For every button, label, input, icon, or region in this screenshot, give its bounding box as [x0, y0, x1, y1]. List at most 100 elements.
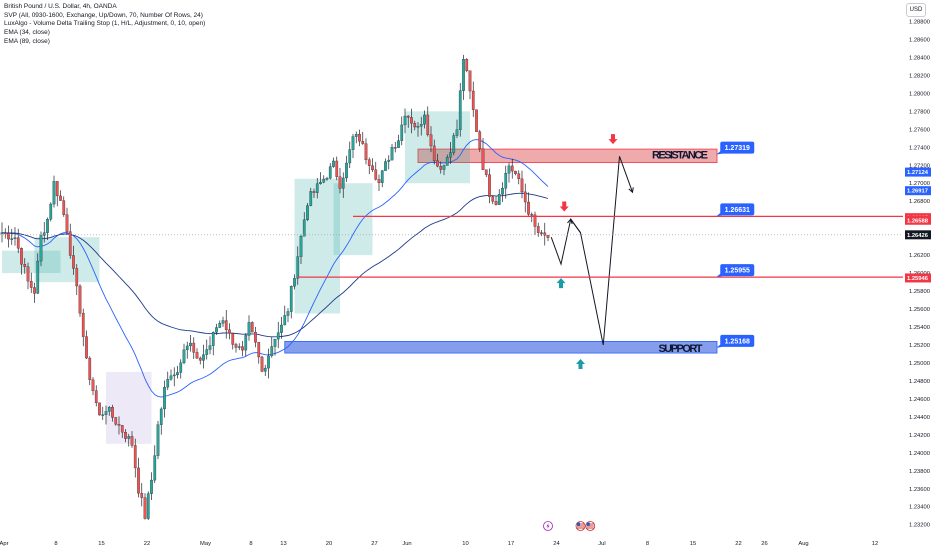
candle-body — [192, 342, 196, 353]
candle-body — [354, 134, 358, 137]
legend-indicator-ema89: EMA (89, close) — [4, 37, 50, 45]
candle-body — [78, 285, 82, 314]
x-tick-label: 12 — [872, 541, 878, 547]
x-tick-label: 22 — [144, 541, 150, 547]
candle-body — [345, 162, 348, 179]
candle-body — [328, 166, 332, 179]
y-tick-label: 1.24600 — [909, 397, 930, 403]
y-tick-label: 1.27600 — [909, 127, 930, 133]
x-tick-label: Apr — [0, 541, 9, 547]
level-label-2: 1.25955 — [725, 268, 750, 275]
candle-body — [280, 324, 283, 333]
candle-body — [517, 173, 521, 180]
axis-price-tag-3: 1.26588 — [907, 218, 929, 224]
candle-body — [150, 479, 153, 494]
x-tick-label: 8 — [249, 541, 252, 547]
candle-body — [130, 436, 134, 446]
candle-body — [16, 237, 20, 249]
candle-body — [65, 214, 69, 232]
y-tick-label: 1.27200 — [909, 163, 930, 169]
candle-body — [351, 136, 355, 150]
candle-body — [377, 179, 381, 183]
candle-body — [211, 332, 215, 346]
signal-arrow-up-3 — [576, 358, 585, 369]
x-tick-label: 27 — [371, 541, 377, 547]
axis-price-tag-1: 1.26917 — [907, 189, 928, 195]
legend-title: British Pound / U.S. Dollar, 4h, OANDA — [4, 3, 117, 10]
candle-body — [426, 114, 430, 135]
candle-body — [393, 147, 397, 149]
candle-body — [159, 408, 163, 425]
candle-body — [42, 232, 46, 236]
candle-body — [293, 278, 296, 287]
x-tick-label: Aug — [798, 541, 808, 547]
candle-body — [468, 70, 472, 92]
y-tick-label: 1.23200 — [909, 523, 930, 529]
candle-body — [163, 386, 166, 410]
candle-body — [315, 183, 319, 193]
axis-price-tag-0: 1.27124 — [907, 170, 929, 176]
candle-body — [276, 332, 280, 340]
candle-body — [68, 231, 72, 256]
y-tick-label: 1.25200 — [909, 343, 930, 349]
x-tick-label: 15 — [690, 541, 696, 547]
candle-body — [429, 134, 433, 147]
candle-body — [133, 445, 137, 469]
candle-body — [397, 140, 400, 148]
candle-body — [507, 165, 511, 174]
candle-body — [39, 235, 43, 262]
candle-body — [273, 338, 277, 347]
volume-delta-box-0 — [2, 250, 61, 274]
candle-body — [283, 315, 287, 326]
candle-body — [202, 354, 205, 361]
x-tick-label: 20 — [326, 541, 332, 547]
candle-body — [491, 196, 495, 202]
candle-body — [410, 117, 413, 124]
candle-body — [3, 232, 7, 234]
x-tick-label: 8 — [646, 541, 649, 547]
x-tick-label: 13 — [280, 541, 286, 547]
candle-body — [319, 182, 322, 184]
candle-body — [442, 165, 446, 170]
candle-body — [436, 160, 439, 167]
candle-body — [120, 425, 124, 433]
candle-body — [111, 406, 114, 418]
candle-body — [114, 417, 118, 425]
candle-body — [7, 232, 10, 240]
x-tick-label: 17 — [508, 541, 514, 547]
candle-body — [231, 333, 235, 345]
candle-body — [224, 320, 228, 331]
x-tick-label: 26 — [761, 541, 767, 547]
legend-indicator-luxalgo: LuxAlgo - Volume Delta Trailing Stop (1,… — [4, 20, 206, 28]
candle-body — [244, 335, 248, 351]
signal-arrow-down-2 — [608, 134, 618, 145]
candle-body — [172, 374, 176, 377]
candle-body — [137, 467, 140, 494]
candle-body — [432, 145, 436, 161]
level-label-1: 1.26631 — [725, 207, 750, 214]
candle-body — [309, 191, 313, 206]
candle-body — [458, 90, 462, 130]
candle-body — [403, 115, 407, 126]
lightning-bolt — [546, 523, 550, 529]
candle-body — [46, 219, 49, 233]
candle-body — [185, 345, 189, 351]
candle-body — [107, 406, 111, 412]
volume-delta-box-1 — [34, 237, 100, 283]
candle-body — [530, 214, 534, 216]
candle-body — [384, 161, 387, 171]
resistance-text: RESISTANCE — [652, 150, 708, 162]
currency-button[interactable]: USD — [906, 3, 926, 17]
candle-body — [26, 266, 30, 282]
candle-body — [208, 345, 212, 350]
candle-body — [546, 235, 550, 238]
y-tick-label: 1.26200 — [909, 253, 930, 259]
candle-body — [296, 256, 300, 279]
y-tick-label: 1.26800 — [909, 199, 930, 205]
level-label-box-0 — [720, 141, 755, 154]
y-tick-label: 1.27800 — [909, 109, 930, 115]
x-tick-label: Jun — [402, 541, 411, 547]
candle-body — [325, 178, 329, 180]
candle-body — [218, 323, 222, 328]
